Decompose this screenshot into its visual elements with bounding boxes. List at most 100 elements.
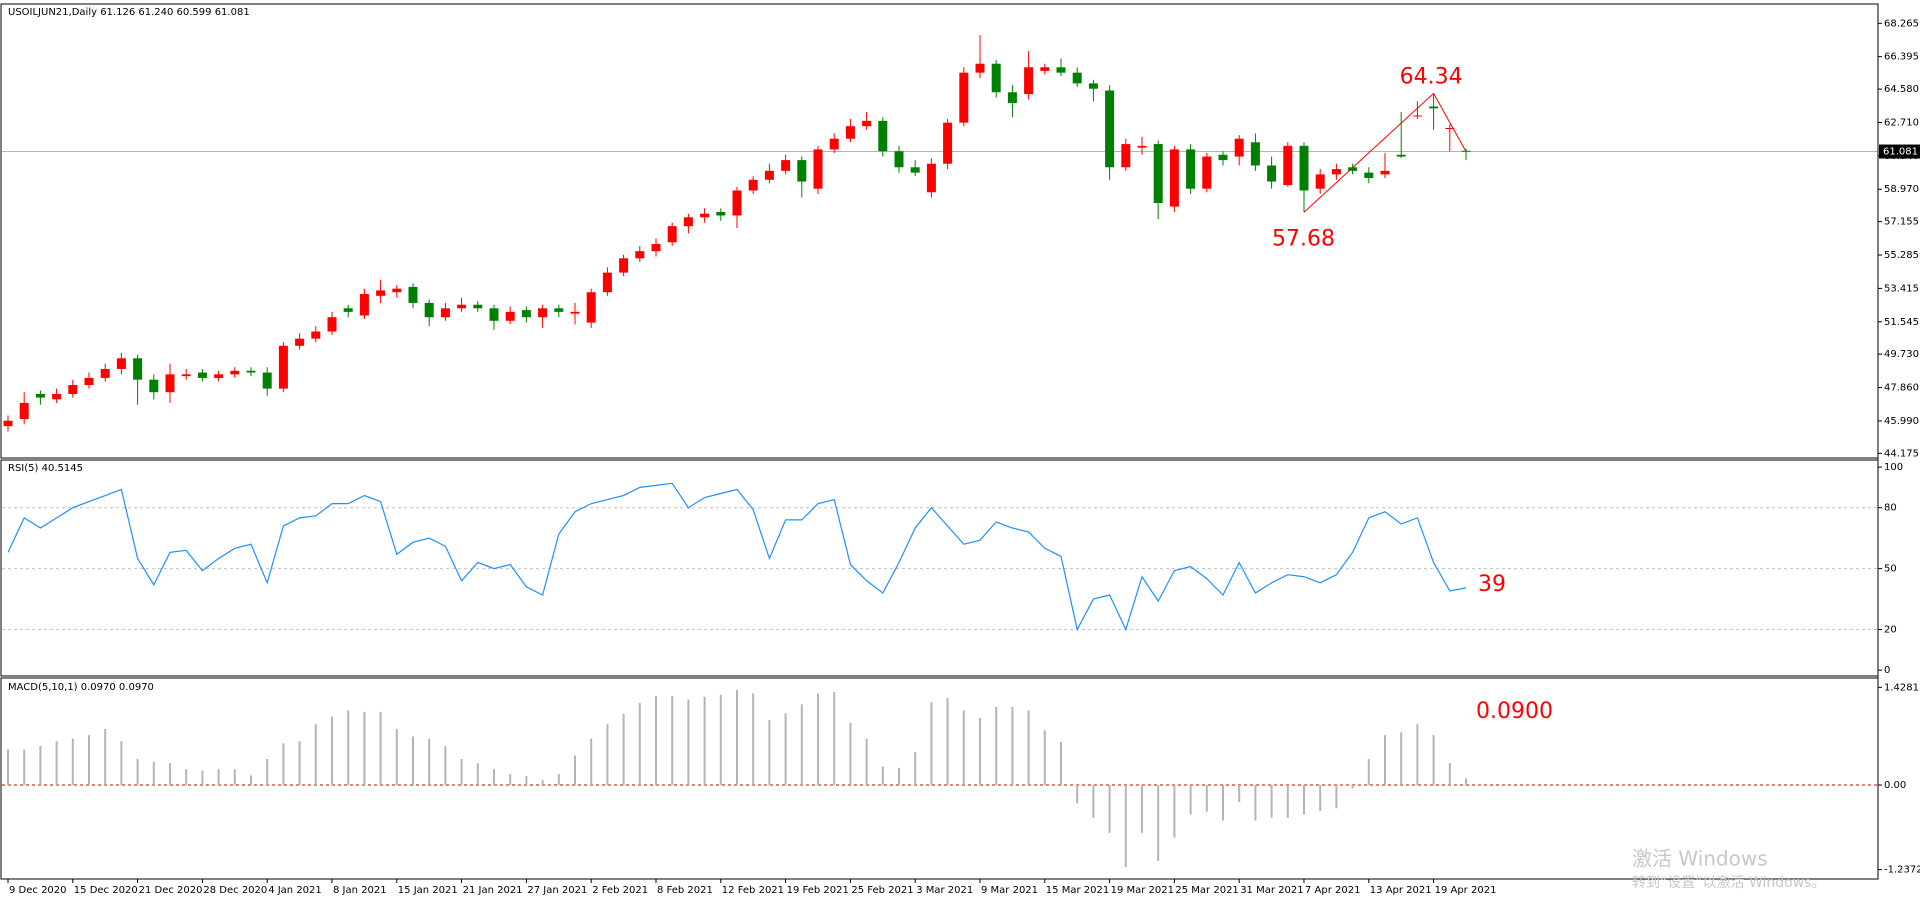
candle-body <box>878 120 888 152</box>
y-tick-label: 100 <box>1884 462 1903 473</box>
y-tick-label: 44.175 <box>1884 448 1919 459</box>
candle-body <box>926 163 936 193</box>
candle-body <box>1056 67 1066 73</box>
candle-body <box>1396 154 1406 157</box>
candle-body <box>424 302 434 318</box>
candle-body <box>1007 92 1017 104</box>
candle-body <box>1364 172 1374 178</box>
rsi-title: RSI(5) 40.5145 <box>8 463 83 474</box>
x-tick-label: 15 Dec 2020 <box>74 885 138 896</box>
candle-body <box>943 122 953 164</box>
x-tick-label: 31 Mar 2021 <box>1240 885 1303 896</box>
candle-body <box>683 217 693 227</box>
candle-body <box>408 286 418 303</box>
y-tick-label: 45.990 <box>1884 416 1919 427</box>
y-tick-label: 0 <box>1884 665 1890 676</box>
candle-body <box>748 179 758 191</box>
candle-body <box>116 358 126 369</box>
candle-body <box>1040 67 1050 71</box>
candle-body <box>1153 144 1163 203</box>
candle-body <box>586 292 596 323</box>
x-tick-label: 9 Dec 2020 <box>9 885 67 896</box>
current-price-box <box>1879 144 1920 159</box>
candle-body <box>959 72 969 123</box>
candle-body <box>910 167 920 173</box>
y-tick-label: 20 <box>1884 625 1897 636</box>
rsi-line <box>7 482 1467 632</box>
candle-body <box>716 211 726 216</box>
y-tick-label: -1.2372 <box>1884 865 1920 876</box>
candle-body <box>440 308 450 318</box>
candle-body <box>845 126 855 139</box>
candle-body <box>392 288 402 293</box>
candle-body <box>1105 90 1115 168</box>
candle-body <box>1412 115 1422 117</box>
y-tick-label: 66.395 <box>1884 52 1919 63</box>
candle-body <box>181 374 191 377</box>
candle-body <box>1250 142 1260 166</box>
trend-line <box>1303 92 1467 213</box>
y-tick-label: 64.580 <box>1884 84 1919 95</box>
x-tick-label: 21 Dec 2020 <box>139 885 203 896</box>
y-tick-label: 51.545 <box>1884 317 1919 328</box>
candle-body <box>554 308 564 312</box>
candle-body <box>1121 144 1131 168</box>
candle-body <box>1137 145 1147 148</box>
candle-body <box>813 149 823 189</box>
y-tick-label: 58.970 <box>1884 184 1919 195</box>
x-tick-label: 13 Apr 2021 <box>1370 885 1432 896</box>
candle-body <box>327 317 337 332</box>
candle-body <box>311 331 321 339</box>
candle-body <box>457 304 467 309</box>
candle-body <box>1315 174 1325 189</box>
candle-body <box>635 251 645 259</box>
candle-body <box>343 308 353 312</box>
y-tick-label: 68.265 <box>1884 18 1919 29</box>
candle-body <box>19 402 29 419</box>
candle-body <box>975 63 985 73</box>
y-tick-label: 49.730 <box>1884 349 1919 360</box>
candle-body <box>1299 145 1309 191</box>
candle-body <box>862 120 872 127</box>
candle-body <box>1331 169 1341 175</box>
candle-body <box>1267 165 1277 182</box>
y-tick-label: 1.4281 <box>1884 682 1919 693</box>
candle-body <box>1088 83 1098 89</box>
watermark-subtitle: 转到“设置”以激活 Windows。 <box>1632 874 1825 891</box>
x-tick-label: 8 Jan 2021 <box>333 885 387 896</box>
candle-body <box>295 338 305 346</box>
candle-body <box>165 374 175 393</box>
x-tick-label: 8 Feb 2021 <box>657 885 713 896</box>
annotation: 64.34 <box>1400 64 1463 89</box>
x-tick-label: 28 Dec 2020 <box>203 885 267 896</box>
watermark-title: 激活 Windows <box>1632 847 1768 871</box>
candle-body <box>1202 156 1212 189</box>
candle-body <box>700 213 710 218</box>
current-price-label: 61.081 <box>1883 147 1918 158</box>
candle-body <box>505 311 515 321</box>
x-tick-label: 9 Mar 2021 <box>981 885 1038 896</box>
y-tick-label: 0.00 <box>1884 780 1906 791</box>
candle-body <box>1218 154 1228 161</box>
y-tick-label: 62.710 <box>1884 117 1919 128</box>
candle-body <box>84 377 94 386</box>
candle-body <box>1445 127 1455 129</box>
candle-body <box>521 310 531 318</box>
candle-body <box>1024 67 1034 95</box>
candle-body <box>473 304 483 309</box>
x-tick-label: 21 Jan 2021 <box>463 885 523 896</box>
candle-body <box>781 160 791 171</box>
candle-body <box>1072 72 1082 84</box>
x-tick-label: 15 Jan 2021 <box>398 885 458 896</box>
x-tick-label: 25 Mar 2021 <box>1175 885 1238 896</box>
candle-body <box>797 160 807 182</box>
candle-body <box>100 368 110 378</box>
candle-body <box>570 311 580 314</box>
x-tick-label: 2 Feb 2021 <box>592 885 648 896</box>
annotation: 57.68 <box>1272 226 1335 251</box>
candle-body <box>149 379 159 393</box>
candle-body <box>667 226 677 243</box>
candle-body <box>538 308 548 318</box>
